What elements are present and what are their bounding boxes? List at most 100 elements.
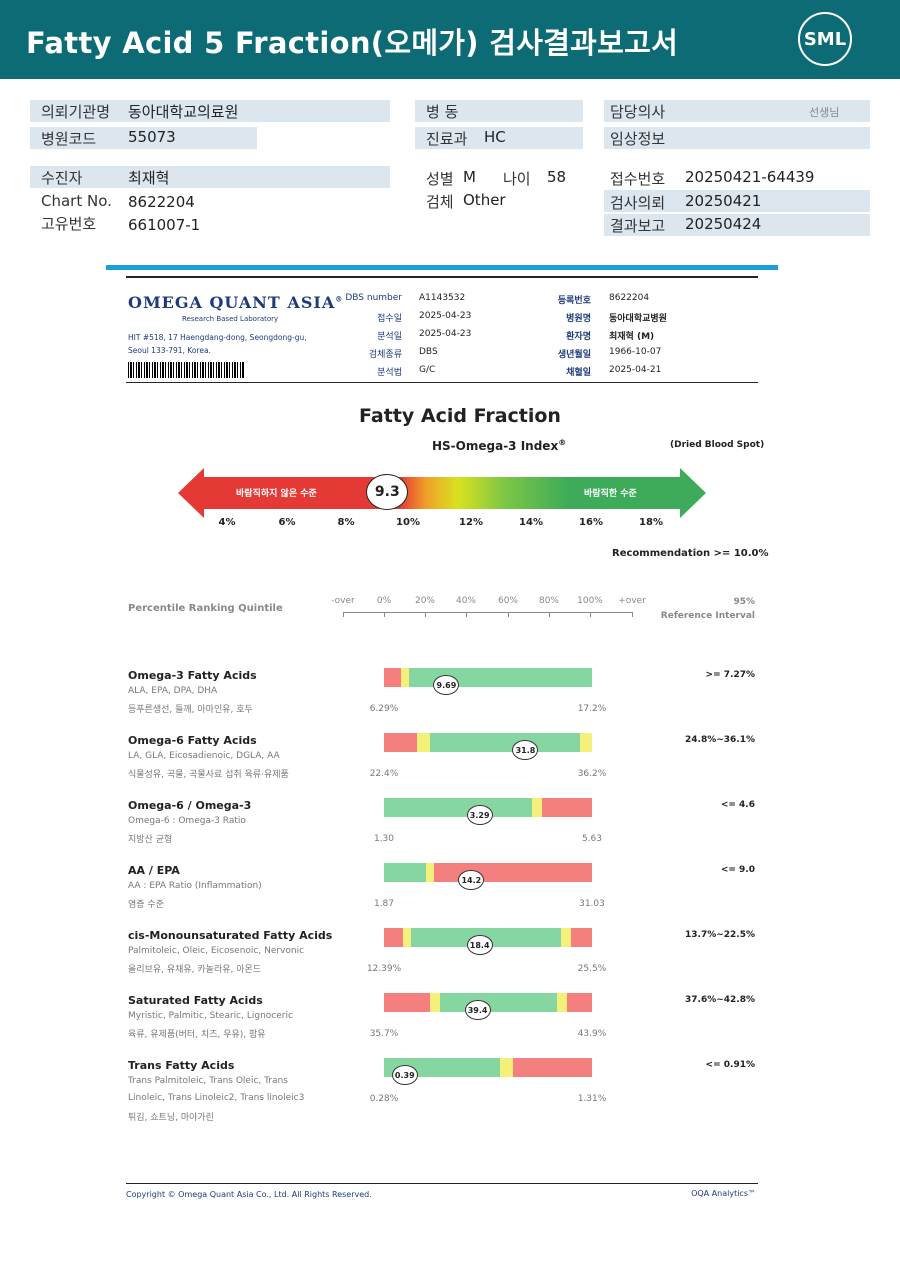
- gauge-segment: [384, 863, 426, 882]
- oqa-analytics-brand: OQA Analytics™: [691, 1189, 756, 1198]
- copyright: Copyright © Omega Quant Asia Co., Ltd. A…: [126, 1190, 372, 1199]
- specimen-label: 검체: [426, 193, 454, 211]
- ward-row: [415, 100, 583, 122]
- row-foods: 지방산 균형: [128, 835, 173, 845]
- row-max: 17.2%: [577, 704, 607, 714]
- percentile-tick-label: 40%: [455, 596, 476, 606]
- row-reference: <= 9.0: [720, 865, 755, 875]
- row-foods: 등푸른생선, 들깨, 아마인유, 호두: [128, 705, 253, 715]
- index-right-label: 바람직한 수준: [584, 489, 637, 499]
- dept-value: HC: [484, 128, 506, 146]
- oqa-address-2: Seoul 133-791, Korea.: [128, 346, 211, 355]
- meta-value: 1966-10-07: [609, 347, 662, 357]
- percentile-title: Percentile Ranking Quintile: [128, 603, 283, 614]
- row-reference: <= 0.91%: [705, 1060, 755, 1070]
- clinical-label: 임상정보: [610, 130, 666, 148]
- percentile-tick: [466, 612, 467, 617]
- gauge-segment: [400, 668, 409, 687]
- meta-value: 8622204: [609, 293, 650, 303]
- row-subtitle: Omega-6 : Omega-3 Ratio: [128, 816, 246, 826]
- row-max: 5.63: [581, 834, 603, 844]
- row-gauge: [384, 863, 592, 882]
- row-foods: 튀김, 쇼트닝, 마아가린: [128, 1113, 214, 1123]
- ref-interval-title: Reference Interval: [660, 611, 755, 621]
- row-gauge: [384, 668, 592, 687]
- row-subtitle: Trans Palmitoleic, Trans Oleic, Trans: [128, 1076, 288, 1086]
- row-subtitle: LA, GLA, Eicosadienoic, DGLA, AA: [128, 751, 280, 761]
- row-min: 1.87: [373, 899, 395, 909]
- scale-label: 16%: [579, 517, 603, 528]
- clinical-row: [604, 127, 870, 149]
- institution-value: 동아대학교의료원: [128, 103, 239, 121]
- percentile-tick: [508, 612, 509, 617]
- gauge-segment: [567, 993, 592, 1012]
- meta-label: 환자명: [566, 332, 591, 342]
- percentile-tick-label: +over: [618, 596, 646, 606]
- row-subtitle: AA : EPA Ratio (Inflammation): [128, 881, 262, 891]
- hospital-code-row: [30, 127, 257, 149]
- row-title: Omega-6 / Omega-3: [128, 799, 252, 812]
- age-label: 나이: [503, 170, 531, 188]
- row-value-bubble: 39.4: [464, 1000, 491, 1020]
- row-foods: 육류, 유제품(버터, 치즈, 우유), 팜유: [128, 1030, 266, 1040]
- report-row: [604, 214, 870, 236]
- percentile-tick-label: 80%: [538, 596, 559, 606]
- percentile-axis-line: [343, 612, 632, 613]
- percentile-tick-label: -over: [331, 596, 355, 606]
- patient-name-row: [30, 166, 390, 188]
- report-value: 20250424: [685, 215, 762, 233]
- scale-label: 10%: [396, 517, 420, 528]
- scale-label: 8%: [337, 517, 355, 528]
- percentile-tick: [343, 612, 344, 617]
- percentile-tick-label: 0%: [376, 596, 392, 606]
- doctor-suffix: 선생님: [809, 106, 840, 119]
- meta-rule: [126, 382, 758, 383]
- index-arrow: [178, 468, 706, 518]
- gauge-segment: [531, 798, 543, 817]
- row-reference: 13.7%~22.5%: [685, 930, 755, 940]
- dbs-note: (Dried Blood Spot): [670, 440, 765, 450]
- chart-no-value: 8622204: [128, 193, 195, 211]
- specimen-value: Other: [463, 191, 506, 209]
- uid-label: 고유번호: [41, 215, 97, 233]
- row-subtitle-2: Linoleic, Trans Linoleic2, Trans linolei…: [128, 1093, 305, 1103]
- row-foods: 염증 수준: [128, 900, 164, 910]
- row-gauge: [384, 733, 592, 752]
- row-min: 1.30: [373, 834, 395, 844]
- scale-label: 18%: [639, 517, 663, 528]
- meta-value: DBS: [419, 347, 438, 357]
- gauge-segment: [429, 733, 580, 752]
- section-divider: [106, 265, 778, 270]
- scale-label: 14%: [519, 517, 543, 528]
- gauge-segment: [417, 733, 430, 752]
- row-title: Omega-6 Fatty Acids: [128, 734, 257, 747]
- gauge-segment: [384, 928, 403, 947]
- request-value: 20250421: [685, 192, 762, 210]
- gauge-segment: [384, 733, 418, 752]
- row-title: cis-Monounsaturated Fatty Acids: [128, 929, 333, 942]
- uid-value: 661007-1: [128, 216, 201, 234]
- row-title: AA / EPA: [128, 864, 180, 877]
- scale-label: 6%: [278, 517, 296, 528]
- meta-value: 동아대학교병원: [609, 314, 667, 324]
- gauge-segment: [384, 668, 401, 687]
- row-foods: 올리브유, 유채유, 카놀라유, 아몬드: [128, 965, 262, 975]
- meta-value: G/C: [419, 365, 436, 375]
- row-title: Saturated Fatty Acids: [128, 994, 263, 1007]
- gauge-segment: [500, 1058, 513, 1077]
- meta-label: 병원명: [566, 314, 591, 324]
- row-min: 6.29%: [369, 704, 399, 714]
- index-left-label: 바람직하지 않은 수준: [236, 489, 317, 499]
- report-title: Fatty Acid 5 Fraction(오메가) 검사결과보고서: [26, 26, 679, 60]
- age-value: 58: [547, 168, 567, 186]
- meta-label: 분석일: [377, 332, 402, 342]
- gauge-segment: [560, 928, 572, 947]
- gauge-segment: [402, 928, 412, 947]
- sex-label: 성별: [426, 170, 454, 188]
- gauge-segment: [440, 993, 557, 1012]
- receipt-label: 접수번호: [610, 170, 666, 188]
- row-value-bubble: 31.8: [512, 740, 539, 760]
- doctor-row: [604, 100, 870, 122]
- row-max: 31.03: [579, 899, 605, 909]
- oqa-logo: OMEGA QUANT ASIA®: [128, 293, 344, 312]
